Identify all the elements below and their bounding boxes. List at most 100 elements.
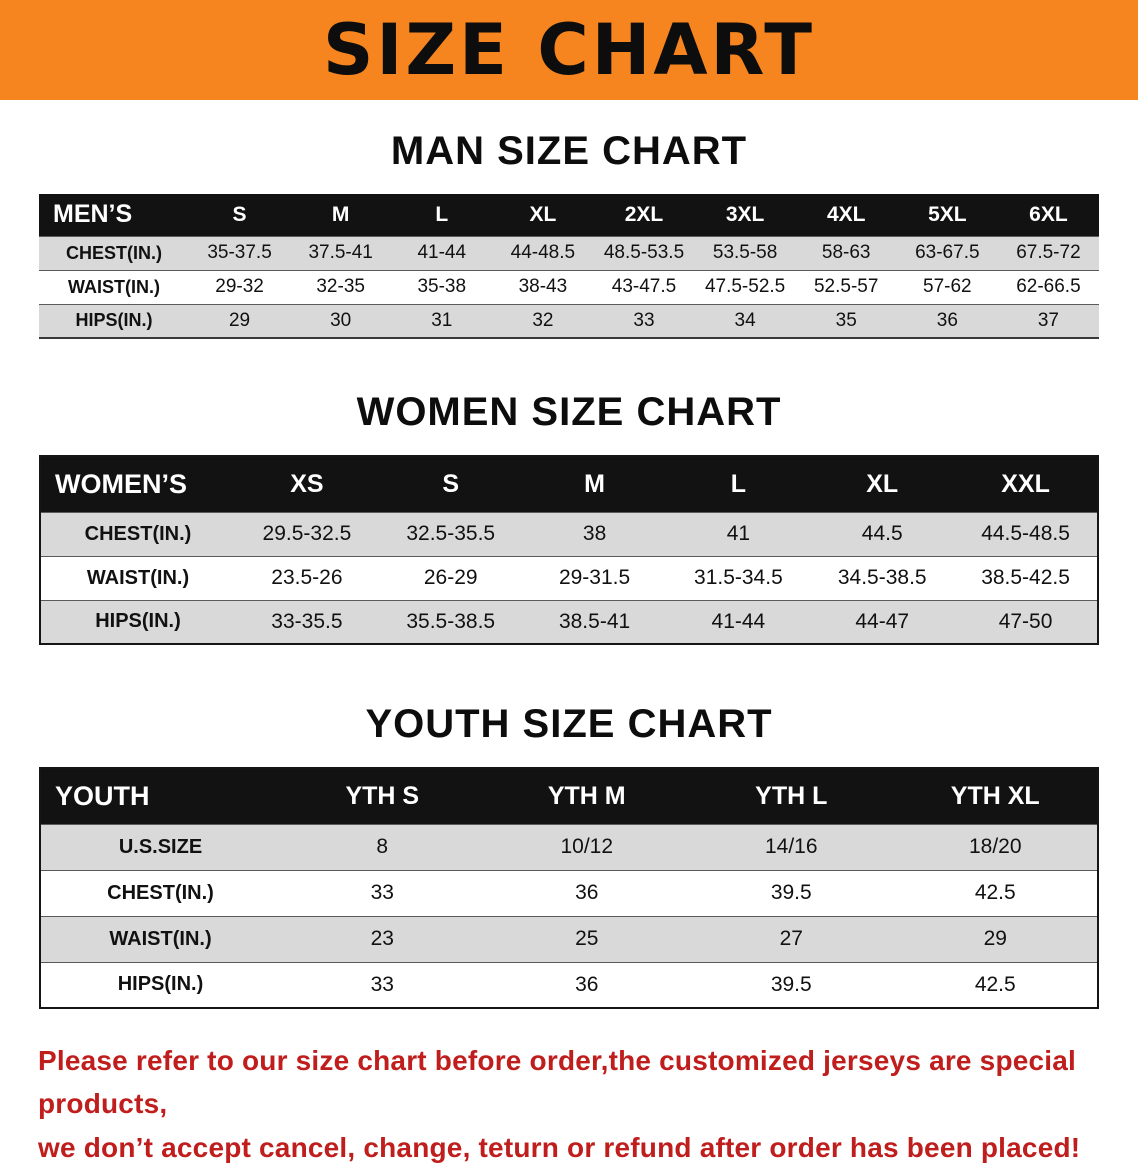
column-header: 6XL: [1029, 202, 1068, 226]
column-header: YTH L: [755, 781, 828, 810]
value-cell: 18/20: [968, 835, 1022, 858]
footer-note-line-2: we don’t accept cancel, change, teturn o…: [38, 1131, 1081, 1163]
value-cell: 53.5-58: [712, 242, 778, 263]
women-size-chart-title: WOMEN SIZE CHART: [356, 390, 782, 434]
column-header: S: [442, 469, 460, 498]
value-cell: 29-32: [215, 276, 264, 297]
man-size-chart-title: MAN SIZE CHART: [390, 129, 748, 173]
value-cell: 41-44: [711, 609, 766, 633]
column-header: L: [730, 469, 747, 498]
value-cell: 34: [734, 309, 756, 331]
row-label: CHEST(IN.): [84, 522, 192, 545]
row-label: CHEST(IN.): [107, 881, 214, 904]
value-cell: 33: [633, 309, 655, 331]
women-size-table: WOMEN’S XS S M L XL XXL CHEST(IN.) 29.5-32.5 32.5…: [39, 455, 1099, 645]
footer-note-line-1: Please refer to our size chart before or…: [38, 1045, 1077, 1120]
value-cell: 67.5-72: [1016, 242, 1081, 263]
column-header: YTH S: [345, 781, 420, 810]
table-row: HIPS(IN.) 33-35.5 35.5-38.5 38.5-41 41-44 44-…: [40, 600, 1098, 644]
row-label: HIPS(IN.): [75, 310, 153, 331]
footer-note: Please refer to our size chart before or…: [38, 1039, 1100, 1169]
row-label: WAIST(IN.): [109, 927, 212, 950]
value-cell: 30: [330, 309, 352, 331]
value-cell: 47-50: [998, 609, 1053, 633]
column-header: XL: [529, 202, 557, 226]
value-cell: 36: [575, 881, 599, 904]
column-header: 4XL: [826, 202, 866, 226]
value-cell: 27: [779, 927, 803, 950]
value-cell: 44-48.5: [510, 242, 576, 263]
row-label: WAIST(IN.): [86, 566, 190, 589]
value-cell: 42.5: [974, 972, 1016, 996]
banner-title: SIZE CHART: [322, 9, 816, 91]
value-cell: 44-47: [855, 609, 910, 633]
value-cell: 38.5-41: [558, 609, 631, 633]
size-chart-content: MAN SIZE CHART MEN’S S M L XL 2XL 3XL 4XL 5XL 6XL…: [0, 128, 1138, 1169]
value-cell: 25: [575, 927, 599, 950]
value-cell: 29: [983, 927, 1007, 950]
value-cell: 26-29: [423, 566, 478, 589]
table-row: CHEST(IN.) 29.5-32.5 32.5-35.5 38 41 44.5 44.5…: [40, 512, 1098, 556]
value-cell: 32-35: [316, 276, 365, 297]
youth-size-table: YOUTH YTH S YTH M YTH L YTH XL U.S.SIZE 8 10/12…: [39, 767, 1099, 1009]
banner: SIZE CHART: [0, 0, 1138, 100]
value-cell: 32.5-35.5: [406, 522, 496, 545]
table-header-row: YOUTH YTH S YTH M YTH L YTH XL: [40, 768, 1098, 824]
table-row: HIPS(IN.) 29 30 31 32 33 34 35 36 37: [39, 304, 1099, 338]
women-size-chart-section: WOMEN SIZE CHART WOMEN’S XS S M L XL XXL CHEST(…: [0, 389, 1138, 645]
value-cell: 33: [370, 881, 394, 904]
row-label: HIPS(IN.): [95, 610, 181, 633]
column-header: YTH XL: [950, 781, 1040, 810]
column-header: L: [435, 202, 449, 226]
value-cell: 38-43: [518, 276, 568, 297]
man-size-chart-section: MAN SIZE CHART MEN’S S M L XL 2XL 3XL 4XL 5XL 6XL…: [0, 128, 1138, 339]
value-cell: 33-35.5: [271, 609, 343, 633]
youth-size-chart-section: YOUTH SIZE CHART YOUTH YTH S YTH M YTH L YTH…: [0, 701, 1138, 1009]
value-cell: 33: [370, 972, 394, 996]
table-row: WAIST(IN.) 23 25 27 29: [40, 916, 1098, 962]
value-cell: 29.5-32.5: [262, 522, 352, 545]
table-header-row: WOMEN’S XS S M L XL XXL: [40, 456, 1098, 512]
column-header: XL: [866, 469, 899, 498]
value-cell: 23.5-26: [271, 566, 343, 589]
value-cell: 36: [575, 972, 599, 996]
row-label: U.S.SIZE: [118, 835, 203, 858]
value-cell: 63-67.5: [915, 242, 980, 263]
value-cell: 32: [532, 309, 554, 331]
value-cell: 41: [726, 522, 751, 545]
value-cell: 44.5-48.5: [981, 522, 1070, 545]
table-corner-label: MEN’S: [53, 200, 133, 229]
value-cell: 44.5: [861, 522, 903, 545]
man-size-table: MEN’S S M L XL 2XL 3XL 4XL 5XL 6XL CHEST(IN.) 35-37…: [39, 194, 1099, 339]
column-header: 5XL: [928, 202, 967, 226]
value-cell: 34.5-38.5: [837, 566, 927, 589]
value-cell: 36: [936, 309, 958, 331]
value-cell: 47.5-52.5: [704, 276, 786, 297]
value-cell: 48.5-53.5: [603, 242, 685, 263]
value-cell: 37: [1037, 309, 1059, 331]
column-header: M: [584, 469, 605, 498]
table-row: WAIST(IN.) 23.5-26 26-29 29-31.5 31.5-34.5 34…: [40, 556, 1098, 600]
value-cell: 38: [582, 522, 607, 545]
value-cell: 37.5-41: [308, 242, 373, 263]
table-corner-label: YOUTH: [55, 780, 150, 811]
value-cell: 31.5-34.5: [694, 566, 783, 589]
table-header-row: MEN’S S M L XL 2XL 3XL 4XL 5XL 6XL: [39, 194, 1099, 236]
row-label: HIPS(IN.): [117, 973, 204, 996]
row-label: CHEST(IN.): [66, 242, 162, 263]
value-cell: 38.5-42.5: [981, 566, 1070, 589]
value-cell: 29: [228, 309, 251, 331]
value-cell: 58-63: [821, 242, 871, 263]
table-row: CHEST(IN.) 35-37.5 37.5-41 41-44 44-48.5 48.5…: [39, 236, 1099, 270]
youth-size-chart-title: YOUTH SIZE CHART: [365, 702, 773, 746]
column-header: XXL: [1001, 469, 1050, 498]
value-cell: 8: [376, 835, 389, 858]
value-cell: 43-47.5: [611, 276, 677, 297]
value-cell: 29-31.5: [558, 566, 631, 589]
column-header: 3XL: [725, 202, 765, 226]
row-label: WAIST(IN.): [68, 276, 160, 297]
value-cell: 52.5-57: [813, 276, 879, 297]
table-row: HIPS(IN.) 33 36 39.5 42.5: [40, 962, 1098, 1008]
column-header: 2XL: [624, 202, 664, 226]
value-cell: 14/16: [764, 835, 818, 858]
